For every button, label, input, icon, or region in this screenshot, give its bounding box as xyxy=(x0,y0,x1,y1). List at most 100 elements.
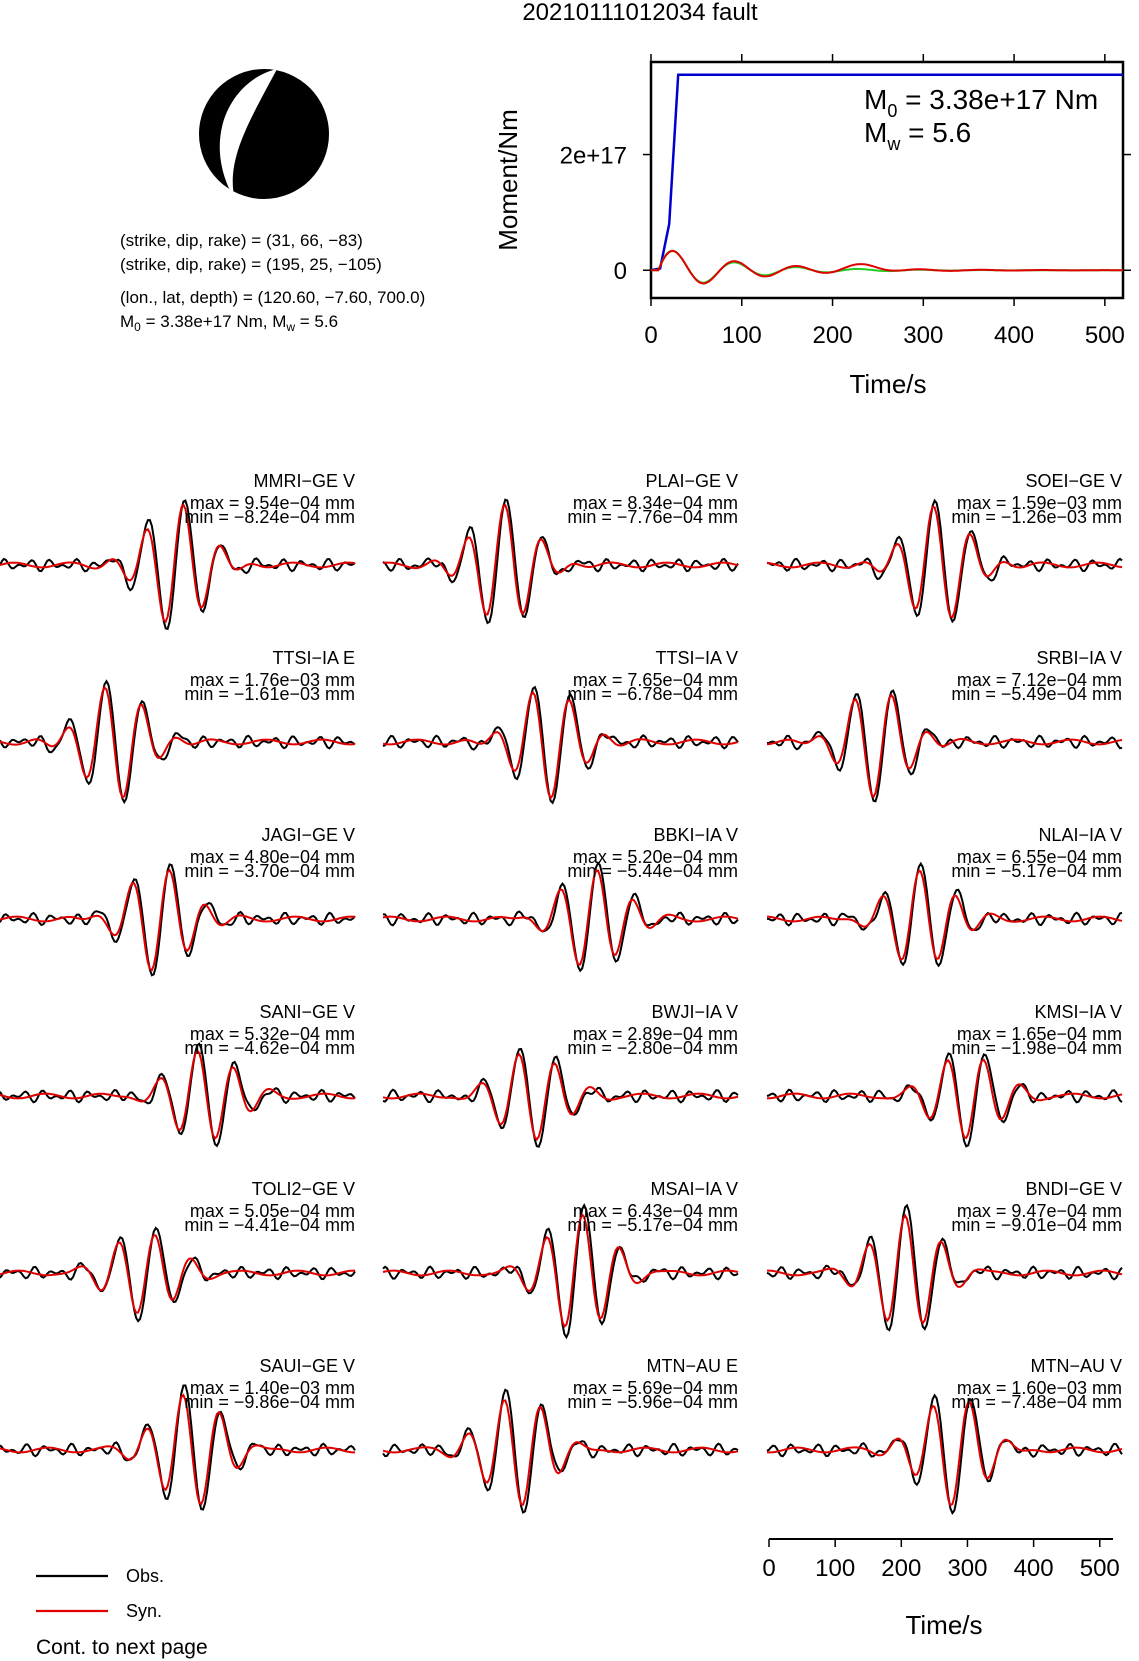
observed-trace xyxy=(766,1393,1123,1515)
synthetic-trace xyxy=(766,869,1123,962)
station-max: max = 2.89e−04 mm xyxy=(573,1024,738,1044)
bottom-xlabel: Time/s xyxy=(905,1610,982,1640)
station-min: min = −8.24e−04 mm xyxy=(184,507,355,527)
station-name: BWJI−IA V xyxy=(651,1002,738,1022)
bottom-time-axis: 0 100 200 300 400 500 xyxy=(762,1538,1120,1582)
observed-trace xyxy=(382,861,739,973)
synthetic-trace xyxy=(382,1213,739,1329)
moment-summary: M0 = 3.38e+17 Nm, Mw = 5.6 xyxy=(120,312,338,334)
stf-frame xyxy=(649,60,1125,300)
station-name: JAGI−GE V xyxy=(261,825,355,845)
station-name: TTSI−IA E xyxy=(272,648,355,668)
observed-trace xyxy=(0,1226,356,1323)
stf-panel: 0 100 200 300 400 500 2e+17 0 Time/s Moment/Nm… xyxy=(493,54,1131,399)
stf-m0-label: M0 = 3.38e+17 Nm xyxy=(864,84,1098,121)
stf-xtick-label: 300 xyxy=(903,322,943,349)
synthetic-trace xyxy=(767,1213,1123,1325)
synthetic-trace xyxy=(382,1399,739,1506)
bottom-xtick-label: 400 xyxy=(1014,1555,1054,1582)
station-min: min = −5.49e−04 mm xyxy=(951,684,1122,704)
bottom-xtick-label: 100 xyxy=(815,1555,855,1582)
station-name: PLAI−GE V xyxy=(645,471,738,491)
nodal-plane-2: (strike, dip, rake) = (195, 25, −105) xyxy=(120,255,382,274)
synthetic-trace xyxy=(382,869,739,966)
station-max: max = 4.80e−04 mm xyxy=(190,847,355,867)
station-name: SAUI−GE V xyxy=(259,1356,355,1376)
station-min: min = −1.26e−03 mm xyxy=(951,507,1122,527)
legend-syn-label: Syn. xyxy=(126,1601,162,1621)
station-name: MTN−AU E xyxy=(646,1356,738,1376)
station-min: min = −5.17e−04 mm xyxy=(951,861,1122,881)
legend-obs-label: Obs. xyxy=(126,1566,164,1586)
bottom-xtick-label: 0 xyxy=(762,1555,775,1582)
synthetic-trace xyxy=(0,868,356,972)
station-name: SOEI−GE V xyxy=(1025,471,1122,491)
station-max: max = 1.65e−04 mm xyxy=(957,1024,1122,1044)
station-min: min = −1.98e−04 mm xyxy=(951,1038,1122,1058)
station-max: max = 7.65e−04 mm xyxy=(573,670,738,690)
station-min: min = −5.44e−04 mm xyxy=(567,861,738,881)
station-min: min = −7.48e−04 mm xyxy=(951,1392,1122,1412)
observed-trace xyxy=(766,1203,1123,1332)
station-max: max = 5.05e−04 mm xyxy=(190,1201,355,1221)
stf-xlabel: Time/s xyxy=(849,369,926,399)
observed-trace xyxy=(766,861,1123,968)
bottom-xtick-label: 300 xyxy=(947,1555,987,1582)
stf-ytick-label: 2e+17 xyxy=(560,143,627,170)
station-max: max = 8.34e−04 mm xyxy=(573,493,738,513)
station-min: min = −2.80e−04 mm xyxy=(567,1038,738,1058)
legend: Obs. Syn. xyxy=(36,1566,164,1621)
moment-curve xyxy=(650,73,1123,272)
synthetic-trace xyxy=(0,1393,355,1506)
station-min: min = −9.01e−04 mm xyxy=(951,1215,1122,1235)
synthetic-trace xyxy=(766,693,1123,799)
station-max: max = 1.60e−03 mm xyxy=(957,1378,1122,1398)
beachball-icon xyxy=(199,69,329,200)
station-min: min = −4.62e−04 mm xyxy=(184,1038,355,1058)
station-name: KMSI−IA V xyxy=(1034,1002,1122,1022)
station-name: SRBI−IA V xyxy=(1036,648,1122,668)
stf-xtick-label: 0 xyxy=(644,322,657,349)
moment-rate-red xyxy=(651,249,1123,285)
moment-rate-green xyxy=(651,249,1123,284)
bottom-xtick-label: 500 xyxy=(1080,1555,1120,1582)
station-name: TOLI2−GE V xyxy=(252,1179,355,1199)
synthetic-trace xyxy=(0,503,356,624)
station-max: max = 9.54e−04 mm xyxy=(190,493,355,513)
figure-title: 20210111012034 fault xyxy=(522,0,758,26)
observed-trace xyxy=(382,1047,739,1148)
station-max: max = 5.69e−04 mm xyxy=(573,1378,738,1398)
station-name: SANI−GE V xyxy=(259,1002,355,1022)
source-location: (lon., lat, depth) = (120.60, −7.60, 700… xyxy=(120,288,425,307)
station-max: max = 6.55e−04 mm xyxy=(957,847,1122,867)
stf-xtick-label: 500 xyxy=(1085,322,1125,349)
station-min: min = −1.61e−03 mm xyxy=(184,684,355,704)
station-name: MTN−AU V xyxy=(1030,1356,1122,1376)
bottom-xtick-label: 200 xyxy=(881,1555,921,1582)
station-max: max = 1.59e−03 mm xyxy=(957,493,1122,513)
station-min: min = −6.78e−04 mm xyxy=(567,684,738,704)
synthetic-trace xyxy=(382,503,739,616)
station-min: min = −3.70e−04 mm xyxy=(184,861,355,881)
synthetic-trace xyxy=(766,1058,1123,1140)
synthetic-trace xyxy=(382,1052,739,1142)
station-name: MSAI−IA V xyxy=(650,1179,738,1199)
station-min: min = −9.86e−04 mm xyxy=(184,1392,355,1412)
stf-xtick-label: 200 xyxy=(813,322,853,349)
